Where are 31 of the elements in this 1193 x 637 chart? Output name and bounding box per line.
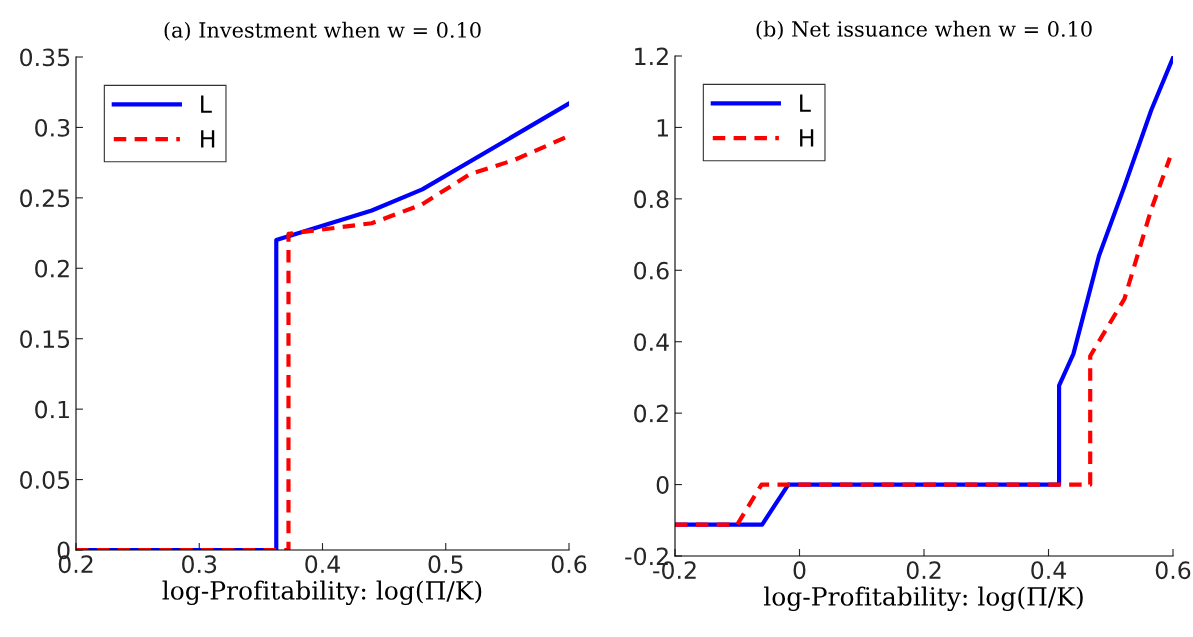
y-tick-label: 0.15 xyxy=(20,330,70,349)
chart-title: (a) Investment when w = 0.10 xyxy=(164,21,481,41)
x-axis-title: log-Profitability: log(Π/K) xyxy=(763,586,1083,612)
y-tick-label: 0.35 xyxy=(20,48,70,67)
x-tick-label: 0.4 xyxy=(305,555,340,574)
x-axis-title: log-Profitability: log(Π/K) xyxy=(162,580,482,606)
y-tick-label: 0.6 xyxy=(634,261,669,280)
y-tick-label: 0 xyxy=(656,476,669,494)
x-tick-label: 0.6 xyxy=(1155,561,1191,580)
y-tick-label: 1.2 xyxy=(635,47,668,65)
y-tick-label: 0.2 xyxy=(634,404,668,423)
y-tick-label: 1 xyxy=(657,119,668,137)
x-tick-label: 0.4 xyxy=(1031,561,1066,580)
legend-label: L xyxy=(800,94,811,112)
y-tick-label: 0.1 xyxy=(35,400,69,419)
x-tick-label: 0.6 xyxy=(551,555,587,574)
x-tick-label: 0.3 xyxy=(182,555,217,574)
y-tick-label: 0.2 xyxy=(35,259,69,278)
y-tick-label: 0.4 xyxy=(634,333,669,352)
x-tick-label: 0.5 xyxy=(428,555,463,574)
y-tick-label: 0.3 xyxy=(35,118,70,137)
legend-label: H xyxy=(201,130,215,148)
y-tick-label: 0.25 xyxy=(20,189,70,208)
line-series xyxy=(675,155,1172,527)
x-tick-label: 0.2 xyxy=(906,561,941,580)
legend-label: L xyxy=(201,95,212,113)
x-tick-label: 0 xyxy=(793,561,806,580)
y-tick-label: 0.8 xyxy=(634,190,669,209)
legend-label: H xyxy=(800,129,814,147)
y-tick-label: 0.05 xyxy=(20,471,70,489)
chart-title: (b) Net issuance when w = 0.10 xyxy=(756,20,1092,40)
